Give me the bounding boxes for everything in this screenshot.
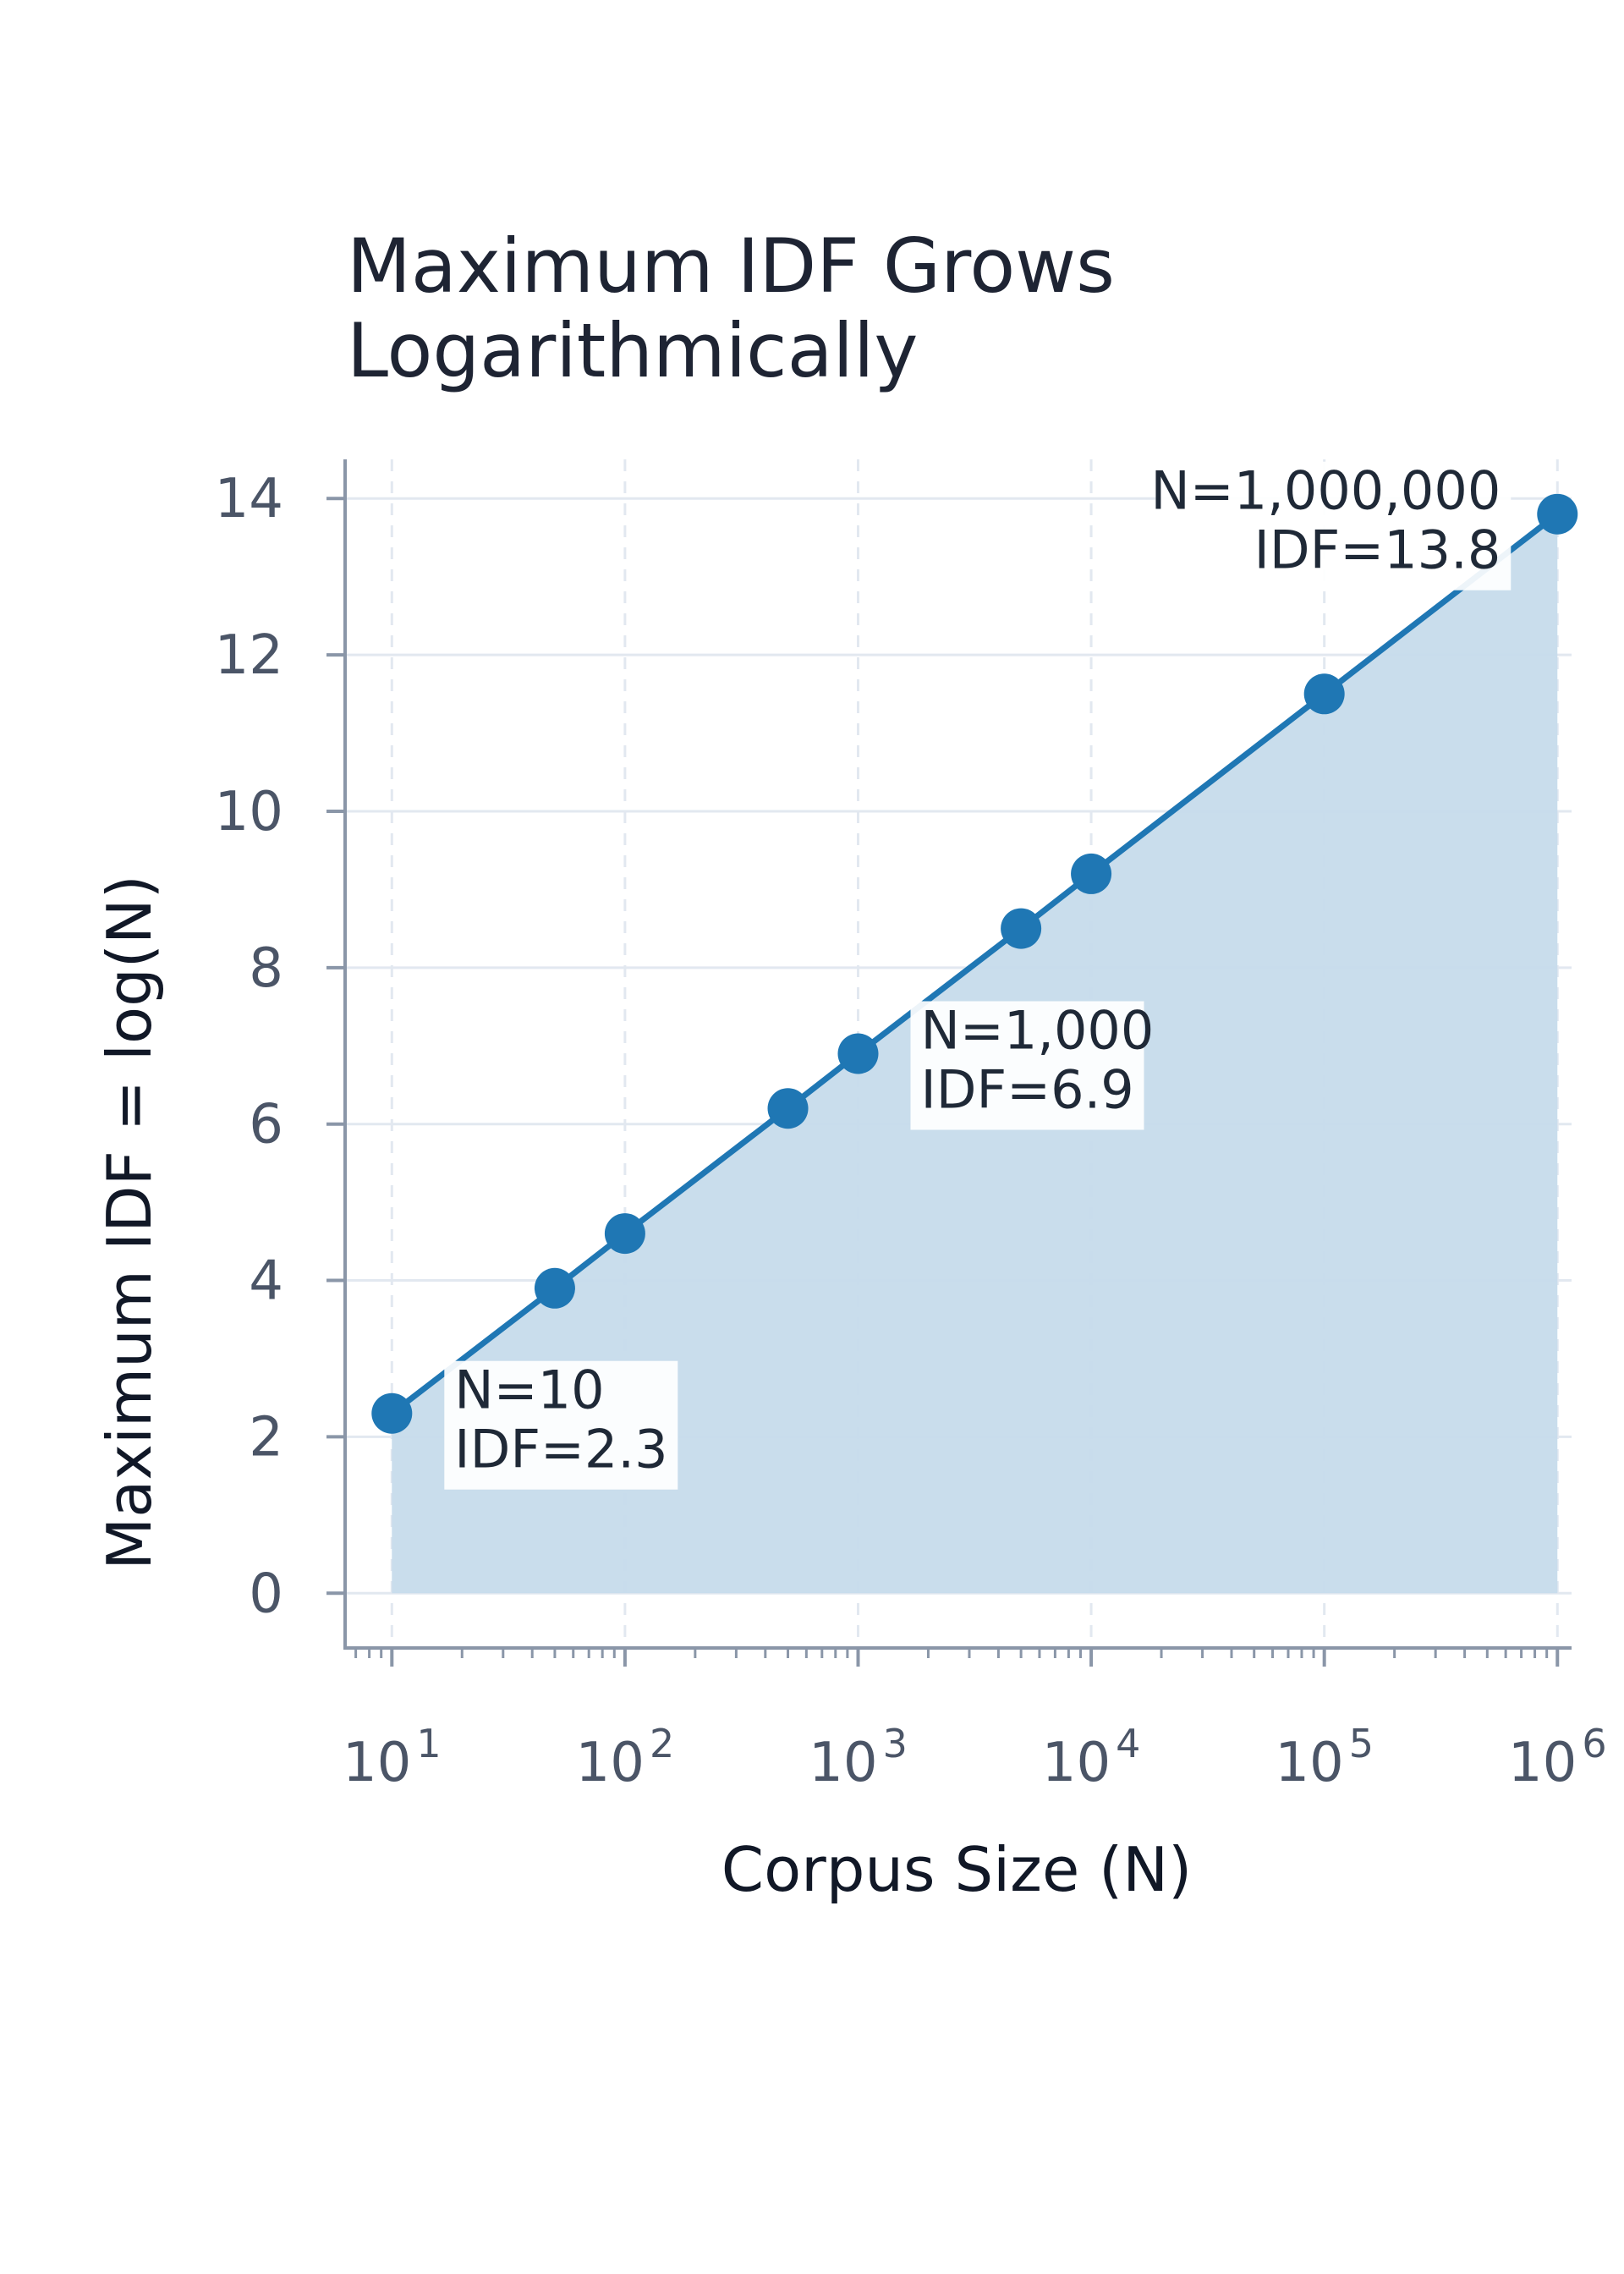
x-tick-label: 10 6 bbox=[1508, 1721, 1607, 1794]
data-point bbox=[1537, 493, 1578, 535]
x-axis-label: Corpus Size (N) bbox=[721, 1834, 1192, 1905]
annotations: N=10IDF=2.3N=1,000IDF=6.9N=1,000,000IDF=… bbox=[444, 460, 1512, 1490]
x-tick-label: 10 4 bbox=[1042, 1721, 1141, 1794]
annotation-text: IDF=2.3 bbox=[454, 1419, 667, 1480]
data-point bbox=[1303, 673, 1345, 715]
y-tick-label: 4 bbox=[249, 1250, 283, 1313]
data-point bbox=[1001, 908, 1042, 949]
annotation-text: N=1,000,000 bbox=[1150, 460, 1501, 522]
y-tick-label: 0 bbox=[249, 1563, 283, 1625]
axes bbox=[326, 459, 1572, 1667]
y-tick-label: 2 bbox=[249, 1406, 283, 1469]
x-tick-label: 10 1 bbox=[343, 1721, 442, 1794]
annotation-box bbox=[1155, 461, 1512, 590]
y-tick-label: 12 bbox=[215, 624, 283, 687]
annotation-box bbox=[910, 1001, 1144, 1130]
y-tick-label: 14 bbox=[215, 468, 283, 530]
annotation-text: N=10 bbox=[454, 1359, 604, 1421]
data-point bbox=[534, 1267, 575, 1309]
annotation-box bbox=[444, 1360, 678, 1490]
tick-labels: 0 2 4 6 8 10 12 14 10 1 10 2 10 3 10 4 10 5 10 6 bbox=[215, 468, 1607, 1794]
data-point bbox=[1071, 853, 1112, 894]
chart-title-line-2: Logarithmically bbox=[347, 307, 918, 394]
data-points bbox=[371, 493, 1578, 1434]
chart-title-line-1: Maximum IDF Grows bbox=[347, 222, 1115, 310]
annotation-text: IDF=13.8 bbox=[1254, 519, 1501, 581]
data-point bbox=[604, 1213, 645, 1255]
x-tick-label: 10 2 bbox=[576, 1721, 675, 1794]
data-point bbox=[837, 1033, 879, 1074]
chart-title: Maximum IDF Grows Logarithmically bbox=[347, 222, 1115, 394]
data-point bbox=[767, 1088, 809, 1129]
annotation-text: IDF=6.9 bbox=[920, 1059, 1133, 1121]
annotation-text: N=1,000 bbox=[920, 1000, 1154, 1062]
data-point bbox=[371, 1392, 413, 1434]
y-axis-label: Maximum IDF = log(N) bbox=[94, 875, 165, 1570]
y-tick-label: 8 bbox=[249, 937, 283, 1000]
y-tick-label: 10 bbox=[215, 781, 283, 843]
y-tick-label: 6 bbox=[249, 1094, 283, 1156]
x-tick-label: 10 5 bbox=[1275, 1721, 1374, 1794]
x-tick-label: 10 3 bbox=[809, 1721, 908, 1794]
